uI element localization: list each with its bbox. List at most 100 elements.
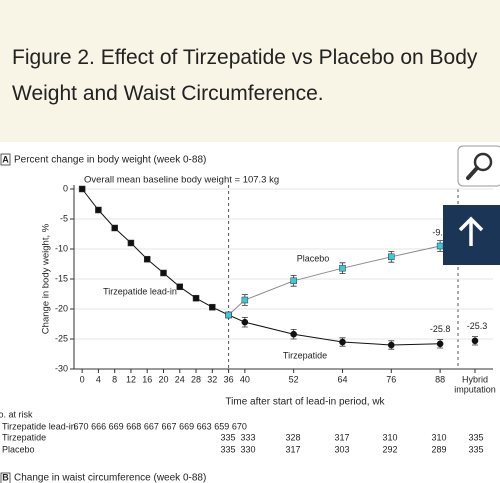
- panel-box: [0, 153, 11, 166]
- x-tick-label: 88: [435, 374, 445, 384]
- at-risk-value: 663: [197, 421, 212, 431]
- overlay: [443, 145, 500, 265]
- at-risk-value: 289: [431, 444, 446, 454]
- point: [160, 269, 167, 277]
- header: Figure 2. Effect of Tirzepatide vs Place…: [0, 0, 500, 142]
- at-risk-value: 335: [468, 432, 483, 442]
- at-risk-label: Tirzepatide: [2, 432, 46, 442]
- x-tick-label: 12: [126, 374, 136, 384]
- at-risk-value: 330: [240, 444, 255, 454]
- at-risk-title: No. at risk: [0, 409, 33, 419]
- scroll-top-arrow: [458, 216, 484, 246]
- at-risk-value: 303: [334, 444, 349, 454]
- x-tick-label: 16: [142, 374, 152, 384]
- at-risk-value: 310: [431, 432, 446, 442]
- point: [143, 255, 151, 263]
- at-risk-value: 292: [382, 444, 397, 454]
- y-tick-label: -30: [55, 363, 68, 373]
- point: [436, 242, 444, 250]
- point: [111, 224, 118, 232]
- y-tick-label: -20: [55, 303, 68, 313]
- at-risk-value: 667: [161, 421, 176, 431]
- at-risk-value: 328: [285, 432, 300, 442]
- x-axis-title: Time after start of lead-in period, wk: [225, 397, 385, 408]
- point: [388, 253, 395, 261]
- panel-label: B: [2, 472, 9, 482]
- at-risk-value: 335: [220, 432, 235, 442]
- x-tick-label: 36: [224, 374, 234, 384]
- x-tick-label: 4: [96, 374, 101, 384]
- series-line: [81, 188, 229, 316]
- at-risk-value: 335: [468, 444, 483, 454]
- at-risk-value: 667: [144, 421, 159, 431]
- zoom-icon-handle: [466, 166, 479, 180]
- series-line: [228, 314, 441, 346]
- x-tick-label: 24: [175, 374, 185, 384]
- zoom-button[interactable]: [457, 145, 500, 187]
- chart-title: Percent change in body weight (week 0-88…: [14, 155, 206, 166]
- point: [436, 340, 444, 348]
- y-axis-title: Change in body weight, %: [41, 223, 52, 334]
- x-tick-label: 76: [386, 374, 396, 384]
- at-risk-value: 668: [126, 421, 141, 431]
- x-tick-label: Hybrid: [462, 374, 488, 384]
- point: [339, 338, 346, 346]
- series-label: Placebo: [297, 253, 330, 263]
- x-tick-label: 52: [289, 374, 299, 384]
- point: [290, 330, 297, 338]
- x-tick-label: 20: [158, 374, 168, 384]
- at-risk-value: 659: [214, 421, 229, 431]
- y-tick-label: -25: [55, 333, 68, 343]
- point: [241, 318, 249, 326]
- y-tick-label: -5: [60, 213, 68, 223]
- point: [339, 264, 346, 272]
- at-risk-label: Placebo: [2, 444, 35, 454]
- at-risk-value: 317: [285, 444, 300, 454]
- point: [290, 277, 297, 285]
- value-label: -25.3: [467, 321, 488, 331]
- point: [176, 283, 184, 291]
- at-risk-value: 317: [334, 432, 349, 442]
- series-line: [228, 245, 441, 316]
- x-tick-label: 40: [240, 374, 250, 384]
- point: [78, 185, 86, 193]
- series-label: Tirzepatide: [283, 350, 327, 360]
- at-risk-value: 335: [220, 444, 235, 454]
- panel-box: [0, 472, 11, 483]
- x-tick-label: 32: [207, 374, 217, 384]
- value-label: -9.5: [432, 227, 448, 237]
- at-risk-value: 333: [240, 432, 255, 442]
- value-label: -25.8: [430, 324, 451, 334]
- annotation: Overall mean baseline body weight = 107.…: [84, 175, 279, 186]
- at-risk-value: 666: [91, 421, 106, 431]
- point: [388, 341, 395, 349]
- at-risk-label: Tirzepatide lead-in: [2, 421, 76, 431]
- point: [241, 296, 249, 304]
- panel-label: A: [2, 154, 9, 164]
- point: [225, 311, 232, 319]
- x-tick-label: 64: [337, 374, 347, 384]
- x-tick-label: 8: [112, 374, 117, 384]
- point: [209, 303, 216, 311]
- y-tick-label: -10: [55, 243, 68, 253]
- series-label: Tirzepatide lead-in: [103, 286, 177, 296]
- panel-title: Change in waist circumference (week 0-88…: [14, 473, 206, 483]
- point: [192, 294, 200, 302]
- at-risk-value: 310: [382, 432, 397, 442]
- at-risk-value: 670: [232, 421, 247, 431]
- point: [95, 206, 102, 214]
- header-title: Figure 2. Effect of Tirzepatide vs Place…: [12, 46, 478, 105]
- point: [471, 337, 479, 345]
- x-tick-label: 28: [191, 374, 201, 384]
- scroll-top-button[interactable]: [443, 205, 500, 265]
- at-risk-value: 670: [73, 421, 88, 431]
- at-risk-value: 669: [109, 421, 124, 431]
- y-tick-label: -15: [55, 273, 68, 283]
- x-tick-label: 0: [80, 374, 85, 384]
- zoom-icon: [473, 152, 493, 172]
- x-tick-label: imputation: [454, 384, 496, 394]
- point: [127, 239, 135, 247]
- y-tick-label: 0: [63, 183, 68, 193]
